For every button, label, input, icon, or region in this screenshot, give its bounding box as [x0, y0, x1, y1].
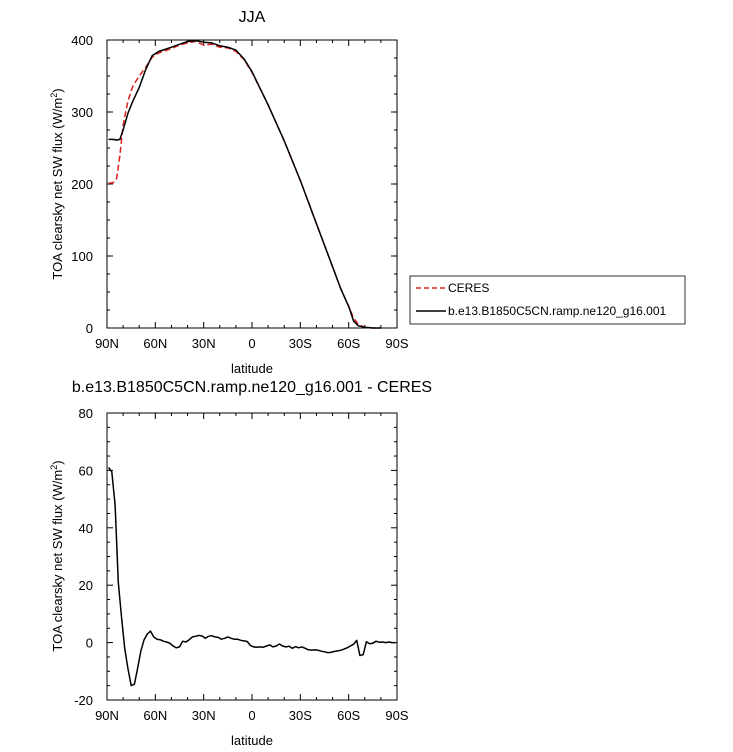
- y-tick-label: 400: [71, 33, 93, 48]
- x-ticks: 90N 60N 30N 0 30S 60S 90S: [95, 413, 409, 723]
- series-group: [108, 39, 381, 329]
- x-tick-label: 90N: [95, 708, 119, 723]
- y-tick-label: 60: [79, 463, 93, 478]
- x-tick-label: 60S: [337, 708, 360, 723]
- x-ticks: 90N 60N 30N 0 30S 60S 90S: [95, 40, 409, 351]
- series-line-0: [108, 40, 381, 329]
- x-tick-label: 60N: [143, 708, 167, 723]
- y-tick-label: 40: [79, 521, 93, 536]
- y-tick-label: 20: [79, 578, 93, 593]
- chart-title: JJA: [239, 9, 266, 26]
- x-tick-label: 60S: [337, 336, 360, 351]
- y-tick-label: 0: [86, 636, 93, 651]
- x-tick-label: 60N: [143, 336, 167, 351]
- chart-jja: JJA 90N 60N 30N 0 30S 60S 90S 0 100 200 300 400 la…: [49, 9, 686, 376]
- x-tick-label: 30N: [192, 336, 216, 351]
- legend: CERES b.e13.B1850C5CN.ramp.ne120_g16.001: [409, 275, 686, 325]
- plot-frame: [106, 412, 398, 701]
- series-line-0: [107, 467, 396, 687]
- plot-frame: [106, 39, 398, 329]
- x-tick-label: 90S: [385, 708, 408, 723]
- x-tick-label: 0: [248, 336, 255, 351]
- x-tick-label: 90N: [95, 336, 119, 351]
- x-tick-label: 30N: [192, 708, 216, 723]
- y-tick-label: -20: [74, 693, 93, 708]
- chart-difference: b.e13.B1850C5CN.ramp.ne120_g16.001 - CER…: [49, 379, 432, 748]
- x-axis-label: latitude: [231, 733, 273, 748]
- y-tick-label: 0: [86, 321, 93, 336]
- legend-label-ceres: CERES: [448, 281, 489, 295]
- y-tick-label: 300: [71, 105, 93, 120]
- x-axis-label: latitude: [231, 361, 273, 376]
- chart-title: b.e13.B1850C5CN.ramp.ne120_g16.001 - CER…: [72, 379, 432, 396]
- x-tick-label: 30S: [289, 708, 312, 723]
- y-axis-label: TOA clearsky net SW flux (W/m2): [49, 460, 65, 651]
- y-ticks: -20 0 20 40 60 80: [74, 406, 397, 708]
- y-tick-label: 100: [71, 249, 93, 264]
- x-tick-label: 30S: [289, 336, 312, 351]
- y-tick-label: 200: [71, 177, 93, 192]
- y-ticks: 0 100 200 300 400: [71, 33, 397, 336]
- x-tick-label: 90S: [385, 336, 408, 351]
- series-group: [107, 467, 396, 687]
- y-axis-label: TOA clearsky net SW flux (W/m2): [49, 88, 65, 279]
- y-tick-label: 80: [79, 406, 93, 421]
- series-line-1: [108, 39, 381, 329]
- legend-label-model: b.e13.B1850C5CN.ramp.ne120_g16.001: [448, 304, 666, 318]
- legend-box: [409, 275, 686, 325]
- x-tick-label: 0: [248, 708, 255, 723]
